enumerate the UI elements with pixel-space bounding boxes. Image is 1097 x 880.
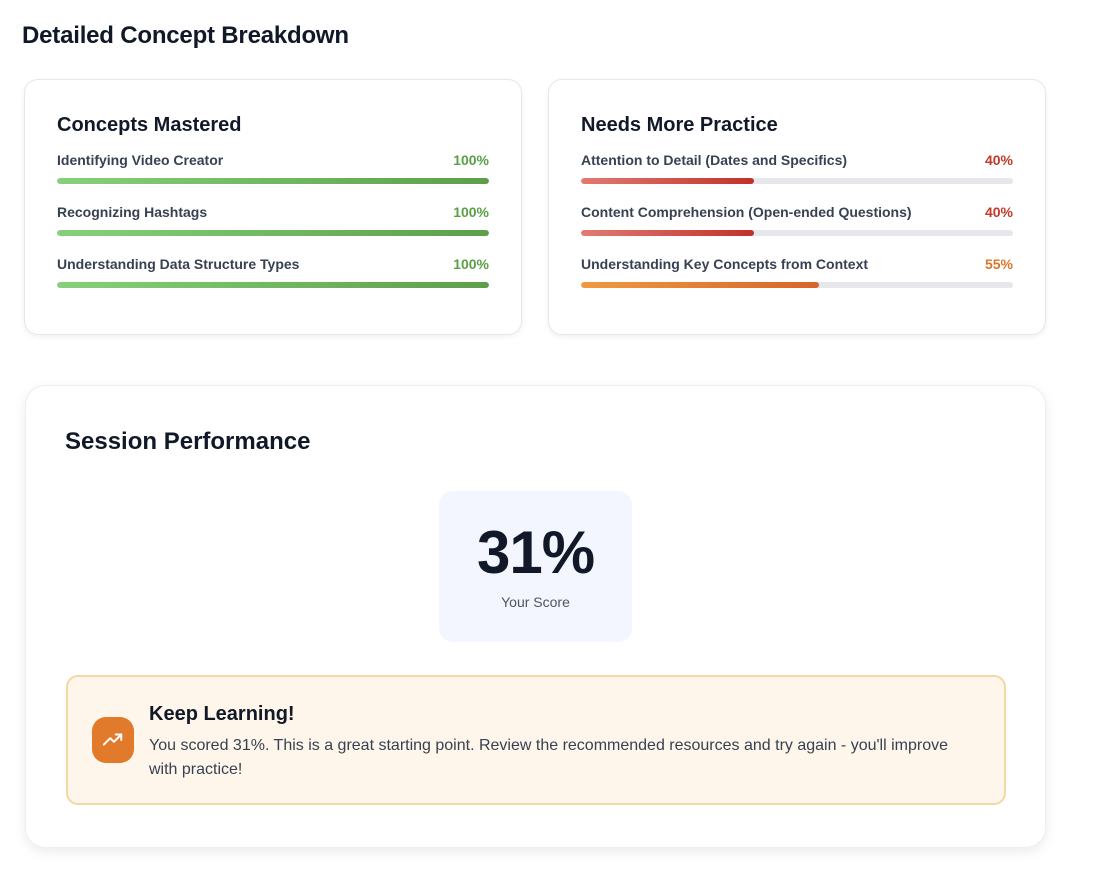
alert-title: Keep Learning!: [149, 703, 295, 725]
needs-practice-card: Needs More Practice Attention to Detail …: [548, 79, 1046, 335]
progress-fill: [581, 282, 819, 288]
progress-track: [57, 282, 489, 288]
progress-fill: [581, 178, 754, 184]
concept-item: Understanding Data Structure Types 100%: [57, 256, 489, 288]
score-value: 31%: [476, 519, 595, 586]
concept-percent: 40%: [984, 204, 1013, 220]
progress-track: [581, 230, 1013, 236]
concept-percent: 55%: [984, 256, 1013, 272]
concept-label: Understanding Data Structure Types: [57, 256, 300, 272]
concept-item: Content Comprehension (Open-ended Questi…: [581, 204, 1013, 236]
concept-percent: 100%: [453, 204, 489, 220]
concepts-mastered-card: Concepts Mastered Identifying Video Crea…: [24, 79, 522, 335]
concept-item: Attention to Detail (Dates and Specifics…: [581, 152, 1013, 184]
concept-label: Content Comprehension (Open-ended Questi…: [581, 204, 912, 220]
progress-fill: [581, 230, 754, 236]
page-title: Detailed Concept Breakdown: [22, 22, 349, 49]
progress-track: [581, 282, 1013, 288]
concept-label: Understanding Key Concepts from Context: [581, 256, 869, 272]
concept-percent: 40%: [984, 152, 1013, 168]
alert-message: You scored 31%. This is a great starting…: [149, 737, 949, 778]
progress-fill: [57, 178, 489, 184]
progress-track: [57, 230, 489, 236]
concept-item: Recognizing Hashtags 100%: [57, 204, 489, 236]
concept-label: Identifying Video Creator: [57, 152, 224, 168]
needs-practice-title: Needs More Practice: [581, 114, 778, 136]
concept-label: Attention to Detail (Dates and Specifics…: [581, 152, 848, 168]
progress-fill: [57, 282, 489, 288]
score-box: 31% Your Score: [439, 491, 632, 642]
progress-track: [57, 178, 489, 184]
concept-item: Identifying Video Creator 100%: [57, 152, 489, 184]
concepts-mastered-title: Concepts Mastered: [57, 114, 242, 136]
progress-fill: [57, 230, 489, 236]
concept-percent: 100%: [453, 256, 489, 272]
session-performance-title: Session Performance: [65, 428, 311, 455]
trending-up-icon: [92, 717, 134, 763]
session-performance-card: Session Performance 31% Your Score Keep …: [25, 385, 1046, 848]
keep-learning-alert: Keep Learning! You scored 31%. This is a…: [66, 675, 1006, 805]
concept-percent: 100%: [453, 152, 489, 168]
score-label: Your Score: [501, 594, 570, 610]
concept-label: Recognizing Hashtags: [57, 204, 208, 220]
concept-item: Understanding Key Concepts from Context …: [581, 256, 1013, 288]
progress-track: [581, 178, 1013, 184]
